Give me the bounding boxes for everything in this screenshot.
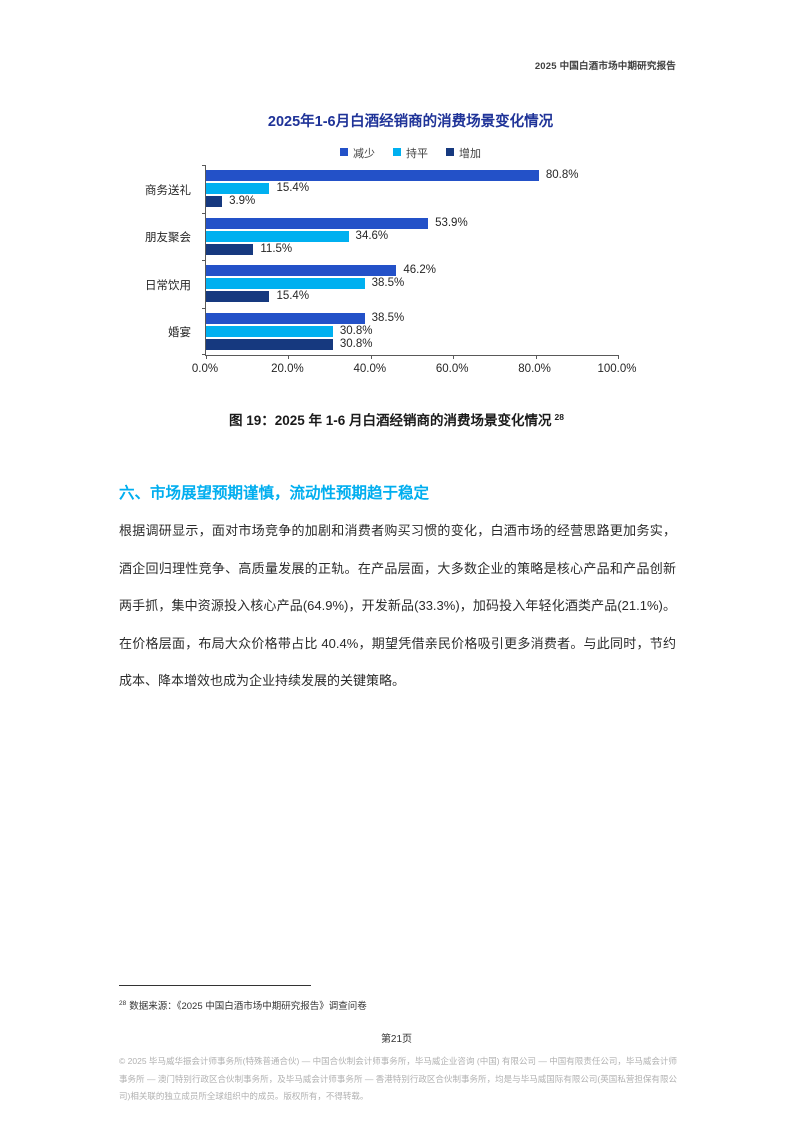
bar-value-label: 3.9% [229,195,256,207]
x-axis-tick [288,355,290,359]
x-axis-tick-label: 20.0% [271,363,304,375]
consumption-scene-chart: 2025年1-6月白酒经销商的消费场景变化情况 减少 持平 增加 商务送礼 80.8%… [119,110,676,379]
x-axis-tick [535,355,537,359]
section-heading: 六、市场展望预期谨慎，流动性预期趋于稳定 [119,485,430,502]
y-axis-tick [202,260,206,261]
bar-value-label: 30.8% [339,337,373,350]
figure-caption-footnote-ref: 28 [554,411,565,422]
legend-item: 持平 [393,145,428,161]
bar-value-label: 11.5% [260,242,293,255]
figure-caption-text: 图 19：2025 年 1-6 月白酒经销商的消费场景变化情况 [228,413,552,428]
bar-value-label: 15.4% [276,182,310,194]
x-axis-tick-label: 60.0% [435,363,469,375]
chart-x-axis: 0.0% 20.0% 40.0% 60.0% 80.0% 100.0% [192,363,637,379]
x-axis-tick-label: 40.0% [353,363,387,375]
legend-item: 减少 [340,145,375,161]
bar-减少 [206,265,397,276]
legend-swatch-icon [393,148,401,156]
bar-增加 [206,243,254,255]
category-label: 朋友聚会 [145,232,191,245]
x-axis-tick-label: 100.0% [597,363,637,375]
chart-legend: 减少 持平 增加 [145,145,676,161]
bar-value-label: 15.4% [276,290,310,302]
bar-持平 [206,230,349,242]
bar-减少 [206,170,539,181]
category-label: 婚宴 [168,327,191,340]
bar-value-label: 38.5% [371,277,405,289]
figure-caption: 图 19：2025 年 1-6 月白酒经销商的消费场景变化情况 28 [0,409,793,429]
x-axis-tick-label: 80.0% [518,363,551,375]
bar-增加 [206,196,223,207]
section-body-paragraph: 根据调研显示，面对市场竞争的加剧和消费者购买习惯的变化，白酒市场的经营思路更加务… [119,523,676,688]
footnote-text: 数据来源：《2025 中国白酒市场中期研究报告》调查问卷 [129,1001,367,1012]
x-axis-tick [370,355,372,359]
copyright-footer: © 2025 毕马威华振会计师事务所(特殊普通合伙) — 中国合伙制会计师事务所… [119,1056,677,1101]
bar-持平 [206,183,270,194]
bar-减少 [206,217,429,229]
legend-item: 增加 [446,145,481,161]
y-axis-tick [202,354,206,355]
footnote-marker: 28 [119,999,127,1007]
bar-value-label: 53.9% [435,216,468,229]
bar-value-label: 34.6% [355,229,389,242]
page-number: 第21页 [380,1034,413,1045]
footnote-separator [119,985,311,986]
bar-持平 [206,278,365,289]
y-axis-tick [202,165,206,166]
page-header: 2025 中国白酒市场中期研究报告 [534,61,676,72]
y-axis-tick [202,307,206,309]
bar-增加 [206,338,333,350]
x-axis-tick [618,355,619,359]
x-axis-tick [453,355,455,359]
bar-value-label: 30.8% [339,324,373,337]
bar-value-label: 80.8% [545,169,579,181]
bar-value-label: 38.5% [371,311,405,324]
footnote: 28 数据来源：《2025 中国白酒市场中期研究报告》调查问卷 [119,998,367,1012]
y-axis-tick [202,212,206,214]
category-label: 日常饮用 [145,279,191,292]
bar-减少 [206,312,365,324]
legend-label: 增加 [459,148,481,160]
legend-swatch-icon [340,148,348,156]
legend-swatch-icon [446,148,454,156]
bar-value-label: 46.2% [403,264,436,276]
legend-label: 持平 [406,148,428,160]
bar-增加 [206,291,270,302]
x-axis-tick-label: 0.0% [191,363,219,375]
legend-label: 减少 [353,148,375,160]
bar-持平 [206,325,333,337]
x-axis-tick [206,355,207,359]
category-label: 商务送礼 [145,184,191,197]
chart-plot-area: 商务送礼 80.8% 15.4% 3.9% 朋友聚会 53.9% 34.6% 11.5% 日常饮… [145,165,619,359]
chart-title: 2025年1-6月白酒经销商的消费场景变化情况 [267,114,554,130]
